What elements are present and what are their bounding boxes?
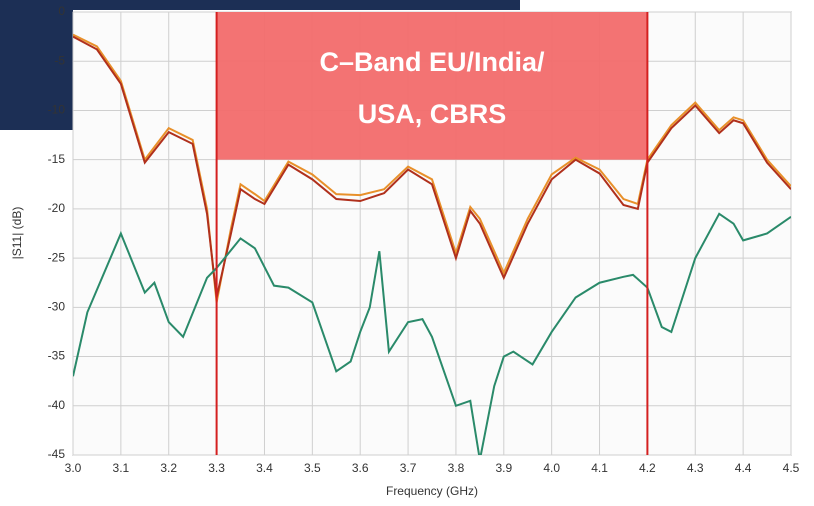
x-tick-label: 4.0	[543, 461, 560, 475]
x-tick-label: 4.2	[639, 461, 656, 475]
x-tick-label: 3.7	[400, 461, 417, 475]
y-tick-label: -35	[48, 349, 66, 363]
chart: Frequency (GHz) |S11| (dB) 0 -5 -10 -15 -20 -…	[0, 0, 814, 506]
y-tick-label: 0	[58, 4, 65, 18]
x-tick-label: 3.8	[448, 461, 465, 475]
x-tick-label: 3.6	[352, 461, 369, 475]
annotation-text: USA, CBRS	[358, 99, 507, 129]
x-tick-label: 3.1	[113, 461, 130, 475]
y-tick-label: -25	[48, 250, 66, 264]
x-tick-label: 3.2	[160, 461, 177, 475]
x-tick-label: 3.9	[495, 461, 512, 475]
y-tick-label: -40	[48, 398, 66, 412]
y-tick-label: -5	[54, 53, 65, 67]
y-tick-label: -45	[48, 447, 66, 461]
x-tick-label: 4.1	[591, 461, 608, 475]
x-tick-label: 3.0	[65, 461, 82, 475]
y-tick-label: -10	[48, 103, 66, 117]
x-axis-label: Frequency (GHz)	[386, 484, 478, 498]
x-tick-label: 4.4	[735, 461, 752, 475]
x-tick-label: 4.3	[687, 461, 704, 475]
y-tick-label: -30	[48, 300, 66, 314]
x-tick-label: 4.5	[783, 461, 800, 475]
page: {"chart_data": {"type": "line", "xlabel"…	[0, 0, 814, 506]
band-highlight	[217, 12, 648, 160]
y-axis-label: |S11| (dB)	[10, 207, 24, 260]
x-tick-label: 3.3	[208, 461, 225, 475]
y-tick-label: -20	[48, 201, 66, 215]
x-tick-label: 3.5	[304, 461, 321, 475]
x-tick-label: 3.4	[256, 461, 273, 475]
y-tick-label: -15	[48, 152, 66, 166]
annotation-text: C–Band EU/India/	[319, 47, 545, 77]
